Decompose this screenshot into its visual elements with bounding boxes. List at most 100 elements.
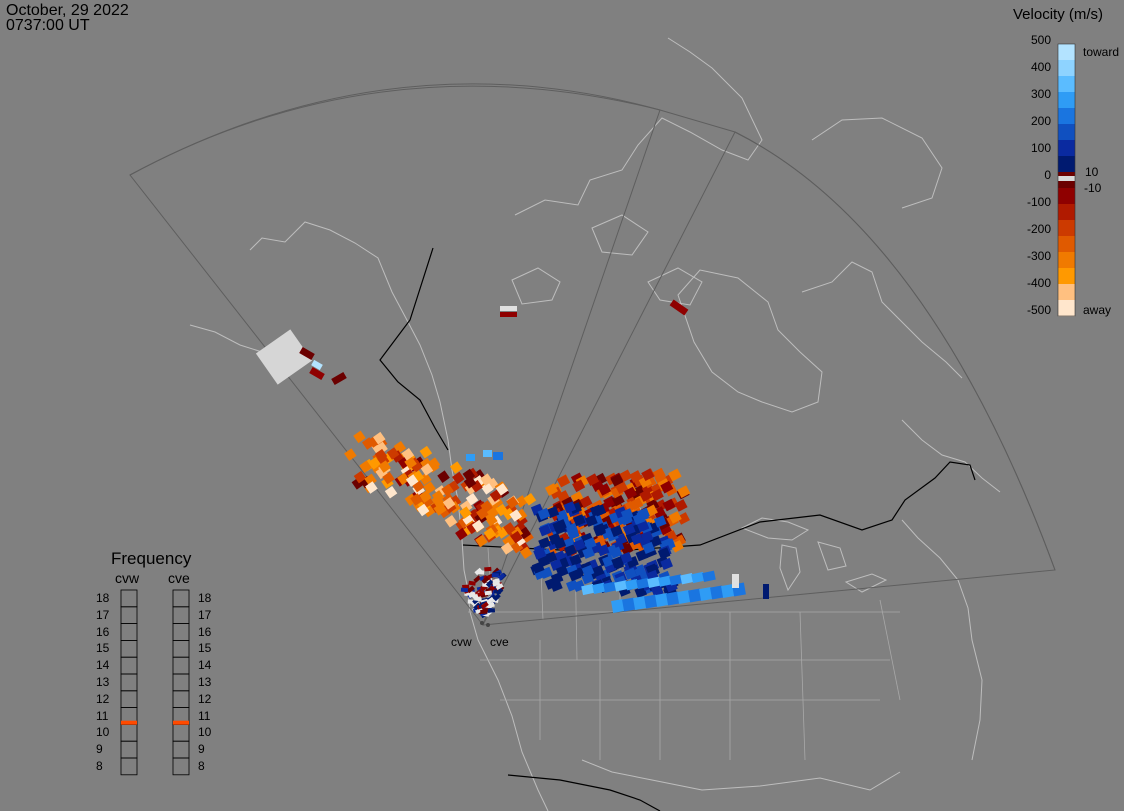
- velocity-cell: [500, 312, 517, 317]
- velocity-cell: [582, 546, 595, 559]
- velocity-cell: [625, 579, 639, 591]
- frequency-marker-cvw: [121, 720, 137, 725]
- frequency-box-cvw: [120, 724, 138, 742]
- great-lakes-superior: [740, 517, 810, 541]
- velocity-cell: [405, 474, 419, 487]
- frequency-scale-label-left: 9: [96, 742, 103, 757]
- frequency-scale-label-right: 18: [198, 591, 212, 605]
- frequency-box-cvw: [120, 673, 138, 692]
- frequency-label-cvw: cvw: [115, 570, 140, 586]
- colorbar-segment: [1058, 300, 1075, 317]
- velocity-cell: [419, 445, 433, 459]
- velocity-cell: [637, 507, 650, 520]
- velocity-cell: [566, 527, 580, 540]
- colorbar-segment: [1058, 124, 1075, 141]
- velocity-cell: [622, 597, 636, 612]
- frequency-scale-label-left: 8: [96, 759, 103, 773]
- velocity-cell: [609, 546, 623, 559]
- velocity-cell: [365, 481, 378, 494]
- radar-site-cvw-marker: [480, 621, 484, 625]
- frequency-box-cvw: [120, 690, 138, 708]
- colorbar: [1057, 43, 1076, 317]
- velocity-cell: [466, 454, 475, 461]
- velocity-cell: [610, 474, 624, 487]
- velocity-cell: [568, 569, 582, 582]
- radar-site-label-cve: cve: [490, 635, 509, 649]
- velocity-cell: [688, 588, 702, 603]
- hudson-bay: [677, 269, 823, 413]
- frequency-scale-label-right: 9: [198, 742, 205, 757]
- velocity-cell: [433, 503, 446, 516]
- admin-boundaries: [468, 547, 901, 761]
- velocity-cell: [493, 452, 503, 460]
- velocity-cell: [641, 468, 655, 482]
- arctic-archipelago: [514, 37, 763, 216]
- velocity-cell: [583, 537, 597, 550]
- velocity-cell: [393, 440, 407, 454]
- velocity-cell: [552, 520, 566, 533]
- colorbar-label-near-zero-pos: 10: [1085, 165, 1099, 179]
- fov-outlines: [129, 83, 1056, 627]
- velocity-cell: [602, 555, 615, 568]
- velocity-cell: [676, 512, 690, 525]
- frequency-scale-label-left: 12: [96, 691, 110, 706]
- colorbar-segment: [1058, 60, 1075, 77]
- colorbar-tick-label: -200: [1026, 222, 1051, 236]
- frequency-marker-cve: [173, 720, 189, 725]
- velocity-cell: [538, 536, 551, 550]
- colorbar-label-near-zero-neg: -10: [1084, 181, 1102, 195]
- velocity-cell: [416, 503, 430, 517]
- frequency-scale-label-left: 13: [96, 675, 110, 689]
- colorbar-label-toward: toward: [1083, 45, 1120, 59]
- velocity-cell: [732, 574, 739, 588]
- velocity-cell: [555, 565, 569, 578]
- labrador-coast: [801, 261, 963, 379]
- velocity-cell: [455, 527, 468, 541]
- frequency-scale-label-left: 14: [96, 658, 110, 673]
- velocity-cell: [480, 473, 493, 486]
- colorbar-frame: [1057, 43, 1076, 317]
- colorbar-tick-label: -100: [1026, 195, 1051, 209]
- colorbar-tick-label: 100: [1030, 141, 1051, 155]
- velocity-cell: [657, 547, 671, 560]
- velocity-cell: [495, 587, 504, 596]
- velocity-cell: [593, 524, 606, 537]
- velocity-cell: [630, 497, 644, 511]
- colorbar-tick-label: 0: [1044, 168, 1051, 182]
- velocity-cell: [710, 585, 724, 600]
- velocity-cell: [721, 584, 735, 598]
- us-mexico-border: [507, 774, 661, 811]
- velocity-cell: [655, 593, 669, 607]
- velocity-cell: [662, 498, 676, 512]
- velocity-cell: [579, 495, 593, 509]
- arctic-islands-1: [511, 267, 561, 305]
- velocity-cell: [442, 497, 456, 510]
- frequency-scale-label-left: 16: [96, 624, 110, 639]
- frequency-box-cvw: [120, 640, 138, 658]
- colorbar-segment: [1058, 220, 1075, 237]
- velocity-cell: [397, 472, 410, 486]
- alaska-yukon-border: [379, 247, 449, 451]
- alaska-coast: [249, 221, 469, 591]
- velocity-cell: [586, 473, 600, 487]
- velocity-cell: [623, 486, 638, 500]
- velocity-cell: [401, 448, 415, 461]
- velocity-cell: [420, 463, 434, 476]
- colorbar-segment: [1058, 108, 1075, 125]
- velocity-cell: [375, 441, 388, 455]
- velocity-cell: [564, 544, 577, 557]
- arctic-islands-3: [647, 267, 703, 306]
- velocity-cell: [620, 508, 634, 521]
- velocity-cell: [481, 482, 494, 495]
- velocity-cell: [666, 591, 680, 606]
- greenland-edge: [811, 117, 943, 209]
- colorbar-tick-label: 500: [1030, 33, 1051, 47]
- velocity-cell: [677, 590, 691, 604]
- frequency-box-cvw: [120, 757, 138, 776]
- velocity-cell: [359, 460, 372, 473]
- velocity-cell: [544, 483, 559, 496]
- velocity-cell: [427, 457, 441, 470]
- velocity-cell: [378, 460, 391, 473]
- velocity-cell: [441, 483, 454, 497]
- frequency-scale-label-right: 17: [198, 607, 212, 622]
